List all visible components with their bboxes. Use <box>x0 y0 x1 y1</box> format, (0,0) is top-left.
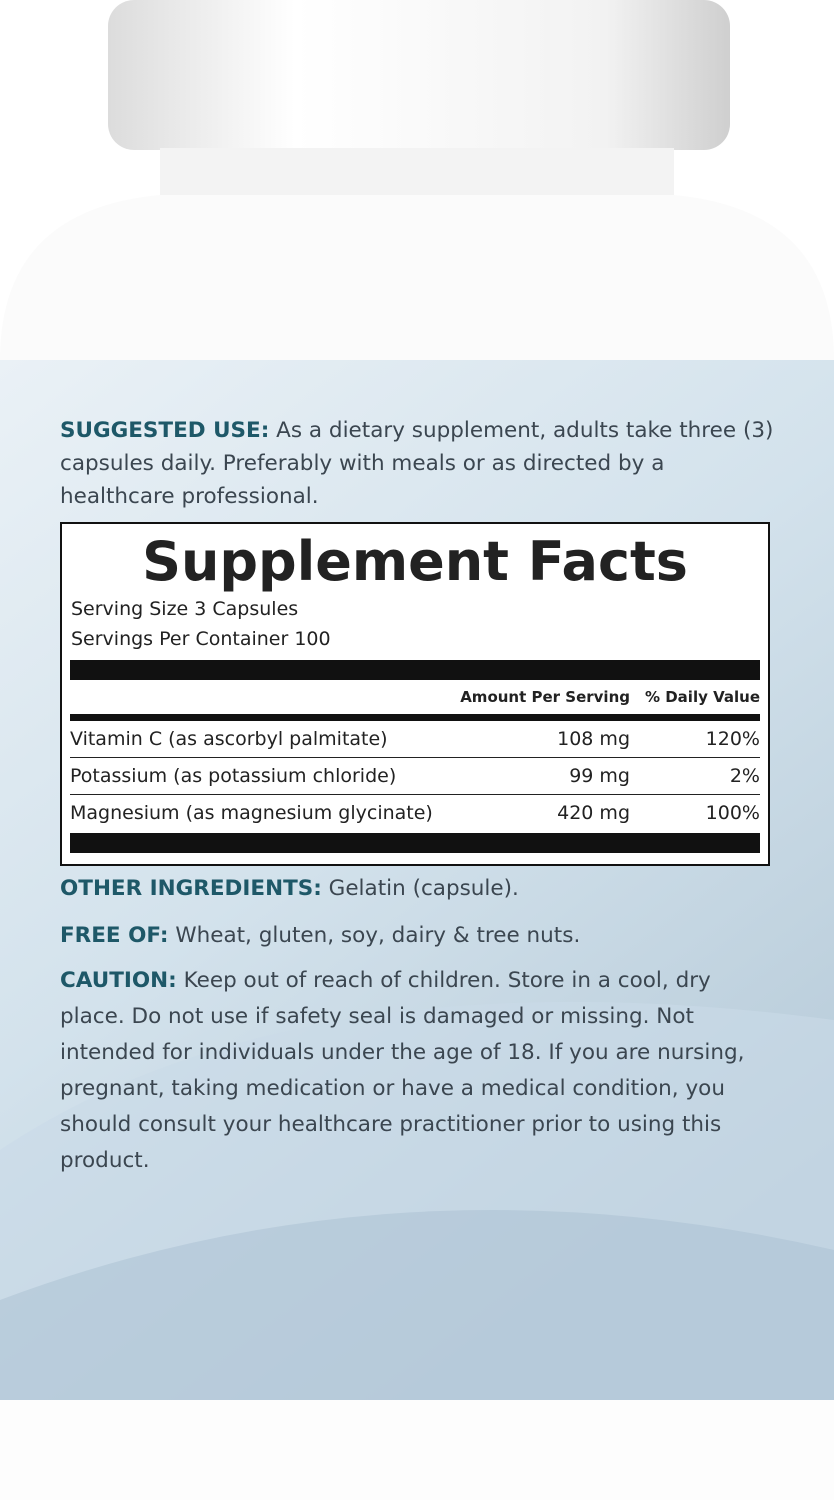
text: Gelatin (capsule). <box>328 876 519 901</box>
label: FREE OF: <box>60 923 169 948</box>
facts-title: Supplement Facts <box>142 530 688 593</box>
divider <box>70 660 760 680</box>
cell: 120% <box>705 728 760 750</box>
column-header: Amount Per Serving <box>460 688 630 706</box>
label: SUGGESTED USE: <box>60 418 270 443</box>
label: OTHER INGREDIENTS: <box>60 876 322 901</box>
caution: CAUTION: Keep out of reach of children. … <box>60 963 775 1179</box>
other-ingredients: OTHER INGREDIENTS: Gelatin (capsule). <box>60 872 775 905</box>
column-header: % Daily Value <box>644 688 760 706</box>
nutrient-row: Magnesium (as magnesium glycinate) 420 mg… <box>70 795 760 831</box>
header-row: Amount Per Serving % Daily Value <box>70 680 760 721</box>
cell: 99 mg <box>569 765 630 787</box>
suggested-use: SUGGESTED USE: As a dietary supplement, … <box>60 414 775 513</box>
cell: Potassium (as potassium chloride) <box>70 765 397 787</box>
cell: Magnesium (as magnesium glycinate) <box>70 802 433 824</box>
divider <box>70 833 760 853</box>
cell: 2% <box>729 765 760 787</box>
nutrient-row: Vitamin C (as ascorbyl palmitate) 108 mg 1… <box>70 721 760 758</box>
label: CAUTION: <box>60 968 177 993</box>
text: Wheat, gluten, soy, dairy & tree nuts. <box>175 923 581 948</box>
nutrient-row: Potassium (as potassium chloride) 99 mg 2% <box>70 758 760 795</box>
text: As a dietary supplement, adults take thr… <box>60 418 774 509</box>
free-of: FREE OF: Wheat, gluten, soy, dairy & tre… <box>60 919 775 952</box>
cell: 100% <box>705 802 760 824</box>
cell: 108 mg <box>557 728 630 750</box>
text: Keep out of reach of children. Store in … <box>60 968 745 1173</box>
supplement-facts: Supplement Facts Serving Size 3 Capsules… <box>60 522 770 866</box>
servings-per-container: Servings Per Container 100 <box>71 628 331 650</box>
cell: 420 mg <box>557 802 630 824</box>
serving-size: Serving Size 3 Capsules <box>71 598 299 620</box>
cell: Vitamin C (as ascorbyl palmitate) <box>70 728 388 750</box>
